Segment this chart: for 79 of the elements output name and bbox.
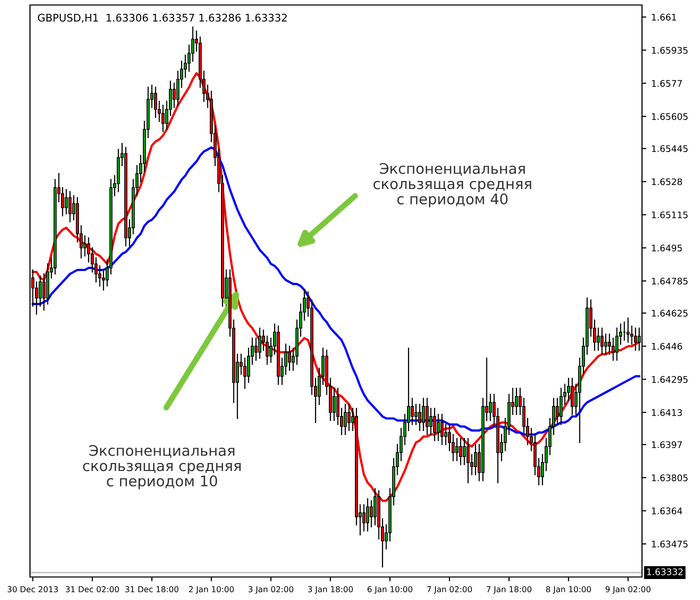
candlestick [68,191,72,222]
x-tick-label: 3 Jan 18:00 [308,586,353,594]
candlestick [87,237,90,262]
candlestick [612,338,615,361]
ref-line-label: 1.63332 [647,568,683,576]
x-tick-label: 30 Dec 2013 [8,586,58,592]
y-tick-label: 1.65115 [652,211,688,218]
candlestick [440,414,444,446]
candlestick [474,444,478,476]
y-tick-label: 1.6364 [652,508,682,514]
y-tick-label: 1.6528 [652,178,682,186]
x-tick-label: 3 Jan 02:00 [248,586,294,594]
y-tick-label: 1.64785 [652,278,688,285]
candlestick [161,104,165,132]
candlestick [332,388,336,422]
candlestick [604,334,608,355]
candlestick [254,338,258,361]
candlestick [459,438,462,466]
annotation: Экспоненциальная скользящая средняя с периодом 40 [373,162,532,208]
candlestick [426,398,429,436]
x-tick-label: 7 Jan 02:00 [427,586,472,594]
y-tick-label: 1.6446 [652,342,682,350]
candlestick [344,404,347,436]
y-tick-label: 1.6413 [652,409,682,416]
candlestick [600,328,604,355]
candlestick [154,86,158,118]
candlestick [172,82,176,108]
candlestick [410,398,414,426]
y-tick-label: 1.6397 [652,441,682,448]
candlestick [556,398,559,426]
candlestick [466,438,470,484]
y-tick-label: 1.64625 [652,310,688,317]
candlestick [570,378,574,415]
candlestick [455,438,458,462]
candlestick [42,273,46,311]
candlestick [433,408,436,442]
x-tick-label: 7 Jan 18:00 [486,586,532,594]
candlestick [462,438,466,466]
candlestick [418,404,422,432]
candlestick [634,328,638,351]
candlestick [370,500,373,528]
y-tick-label: 1.6495 [652,244,682,252]
candlestick [422,398,425,432]
y-tick-label: 1.63475 [652,540,688,548]
y-tick-label: 1.64295 [652,376,688,383]
candlestick [615,328,618,361]
y-tick-label: 1.65935 [652,46,688,54]
candlestick [102,269,106,291]
text: GBPUSD,H1 1.63306 1.63357 1.63286 1.63332 [38,14,287,23]
candlestick [626,318,630,343]
candlestick [366,498,370,532]
candlestick [83,235,86,256]
candlestick [488,394,492,422]
candlestick [258,328,262,359]
candlestick [436,414,440,442]
x-tick-label: 2 Jan 10:00 [189,586,234,594]
y-tick-label: 1.65445 [652,145,688,152]
y-tick-label: 1.6577 [652,80,682,87]
x-tick-label: 9 Jan 02:00 [606,586,650,594]
candlestick [596,328,600,351]
y-tick-label: 1.63805 [652,474,688,482]
candlestick [414,404,418,426]
x-tick-label: 8 Jan 10:00 [546,586,591,594]
x-tick-label: 31 Dec 02:00 [66,586,119,592]
candlestick [288,346,292,371]
candlestick [560,388,563,426]
candlestick [374,488,377,526]
candlestick [64,189,68,214]
x-tick-label: 6 Jan 10:00 [368,586,412,594]
y-tick-label: 1.65605 [652,113,688,120]
y-tick-label: 1.661 [652,14,676,21]
annotation: Экспоненциальная скользящая средняя с периодом 10 [83,444,241,490]
candlestick [444,424,448,446]
candlestick [429,408,432,436]
candlestick [514,388,518,415]
candlestick [347,404,351,432]
candlestick [362,504,366,532]
candlestick [243,358,246,389]
x-tick-label: 31 Dec 18:00 [125,586,178,592]
